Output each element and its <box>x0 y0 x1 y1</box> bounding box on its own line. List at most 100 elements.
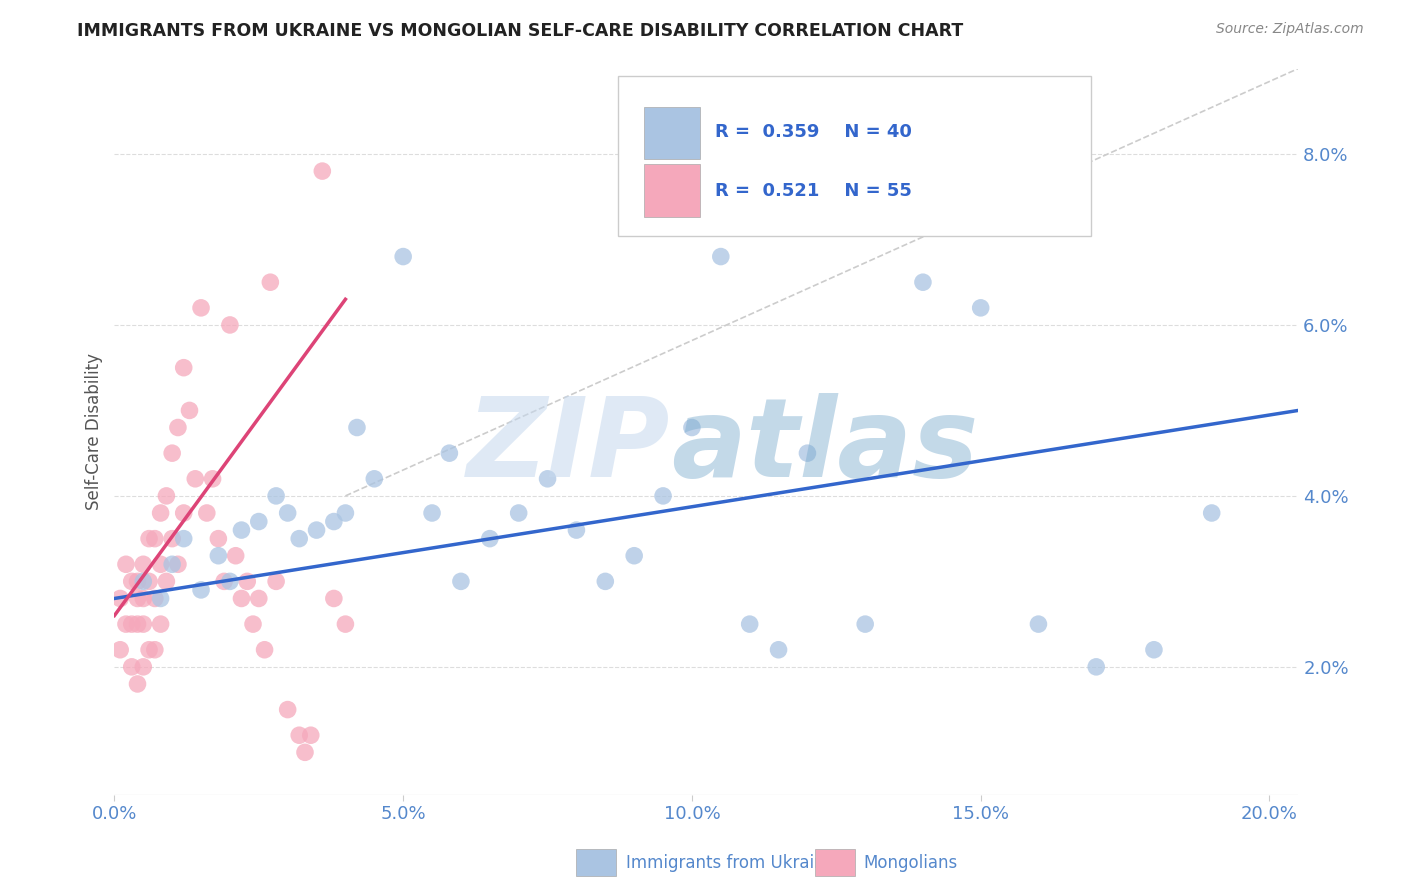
Point <box>195 506 218 520</box>
Point <box>155 574 177 589</box>
Point <box>160 558 183 572</box>
Point <box>173 506 195 520</box>
Text: Source: ZipAtlas.com: Source: ZipAtlas.com <box>1216 22 1364 37</box>
Point <box>143 591 166 606</box>
Point <box>1143 642 1166 657</box>
Point <box>595 574 617 589</box>
Point <box>288 532 311 546</box>
Point <box>219 574 242 589</box>
Point <box>363 472 385 486</box>
Point <box>127 591 149 606</box>
Point <box>536 472 558 486</box>
Point <box>796 446 818 460</box>
Point <box>264 574 287 589</box>
Point <box>225 549 247 563</box>
Point <box>143 642 166 657</box>
Point <box>277 703 299 717</box>
Point <box>149 506 172 520</box>
FancyBboxPatch shape <box>644 107 700 160</box>
Point <box>132 574 155 589</box>
Point <box>231 523 253 537</box>
Point <box>450 574 472 589</box>
Point <box>508 506 530 520</box>
Point <box>149 591 172 606</box>
Point <box>173 360 195 375</box>
Point <box>138 532 160 546</box>
Point <box>155 489 177 503</box>
Point <box>322 515 344 529</box>
Point <box>392 250 415 264</box>
Point <box>231 591 253 606</box>
Point <box>219 318 242 332</box>
Point <box>242 617 264 632</box>
Point <box>184 472 207 486</box>
Point <box>478 532 501 546</box>
Text: ZIP: ZIP <box>467 392 671 500</box>
Point <box>335 617 357 632</box>
Point <box>853 617 876 632</box>
Point <box>710 250 733 264</box>
Point <box>127 677 149 691</box>
Point <box>420 506 443 520</box>
Point <box>179 403 201 417</box>
Point <box>160 446 183 460</box>
Point <box>1085 660 1108 674</box>
Point <box>167 558 190 572</box>
Point <box>623 549 645 563</box>
Point <box>121 574 143 589</box>
Point <box>207 532 229 546</box>
Point <box>132 591 155 606</box>
FancyBboxPatch shape <box>644 164 700 217</box>
Point <box>346 420 368 434</box>
FancyBboxPatch shape <box>617 76 1091 235</box>
Point <box>115 617 138 632</box>
Point <box>1201 506 1223 520</box>
Point <box>173 532 195 546</box>
Point <box>212 574 235 589</box>
Point <box>311 164 333 178</box>
Point <box>565 523 588 537</box>
Y-axis label: Self-Care Disability: Self-Care Disability <box>86 353 103 510</box>
Point <box>132 660 155 674</box>
Text: atlas: atlas <box>671 392 979 500</box>
Point <box>768 642 790 657</box>
Point <box>108 642 131 657</box>
Point <box>121 660 143 674</box>
Point <box>201 472 224 486</box>
Point <box>115 558 138 572</box>
Point <box>132 558 155 572</box>
Point <box>108 591 131 606</box>
Point <box>138 642 160 657</box>
Text: Immigrants from Ukraine: Immigrants from Ukraine <box>626 854 835 871</box>
Point <box>970 301 993 315</box>
Point <box>305 523 328 537</box>
Point <box>253 642 276 657</box>
Point <box>1028 617 1050 632</box>
Point <box>236 574 259 589</box>
Point <box>190 301 212 315</box>
Text: R =  0.521    N = 55: R = 0.521 N = 55 <box>714 182 911 200</box>
Text: R =  0.359    N = 40: R = 0.359 N = 40 <box>714 123 911 141</box>
Point <box>149 617 172 632</box>
Point <box>288 728 311 742</box>
Point <box>652 489 675 503</box>
Point <box>681 420 703 434</box>
Point <box>911 275 934 289</box>
Point <box>277 506 299 520</box>
Point <box>143 532 166 546</box>
Point <box>127 617 149 632</box>
Point <box>259 275 281 289</box>
Point <box>160 532 183 546</box>
Point <box>247 515 270 529</box>
Point <box>299 728 322 742</box>
Point <box>207 549 229 563</box>
Text: IMMIGRANTS FROM UKRAINE VS MONGOLIAN SELF-CARE DISABILITY CORRELATION CHART: IMMIGRANTS FROM UKRAINE VS MONGOLIAN SEL… <box>77 22 963 40</box>
Point <box>149 558 172 572</box>
Point <box>167 420 190 434</box>
Point <box>127 574 149 589</box>
Point <box>738 617 761 632</box>
Point <box>121 617 143 632</box>
Point <box>138 574 160 589</box>
Text: Mongolians: Mongolians <box>863 854 957 871</box>
Point <box>247 591 270 606</box>
